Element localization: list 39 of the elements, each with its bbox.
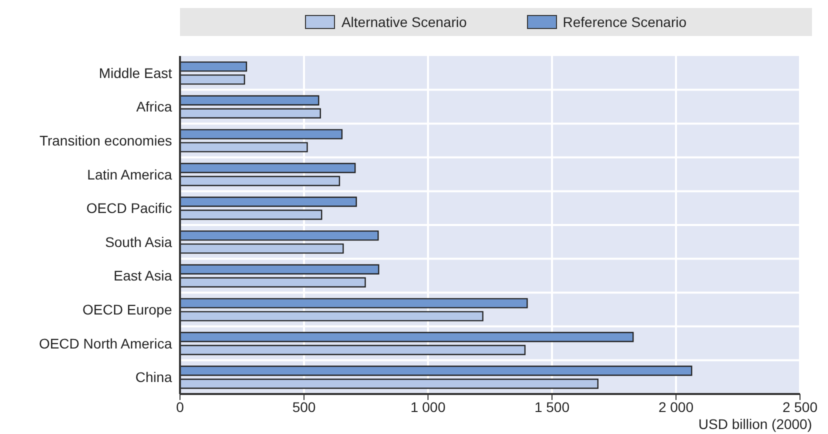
bar (180, 332, 634, 342)
y-tick-label: Latin America (87, 166, 172, 182)
bar (180, 210, 322, 220)
y-tick-label: OECD Europe (82, 301, 172, 318)
x-tick-label: 2 000 (658, 398, 694, 415)
bar (180, 311, 484, 322)
bar (180, 277, 366, 288)
bar (180, 95, 320, 106)
y-tick-label: East Asia (114, 268, 172, 284)
y-tick-label: Transition economies (39, 132, 172, 148)
y-tick-label: South Asia (105, 234, 172, 250)
bar (180, 264, 380, 274)
bar (180, 108, 321, 118)
x-tick-label: 2 500 (782, 398, 818, 415)
bar (180, 298, 528, 308)
y-tick-label: OECD North America (38, 335, 172, 352)
y-tick-label: Middle East (98, 64, 172, 81)
bar (180, 243, 344, 254)
bar (180, 61, 248, 72)
bar (180, 162, 356, 174)
bar (180, 230, 379, 241)
x-axis-title: USD billion (2000) (698, 416, 812, 432)
x-tick-label: 500 (292, 398, 316, 415)
bar (180, 74, 246, 85)
x-tick-label: 1 000 (410, 398, 446, 415)
x-tick-label: 0 (176, 398, 184, 415)
bar (180, 344, 526, 356)
bar (180, 366, 692, 376)
bar (180, 378, 598, 389)
legend-label: Alternative Scenario (340, 14, 467, 30)
bar (180, 176, 340, 186)
bar (180, 196, 357, 207)
y-tick-label: China (135, 369, 172, 386)
bar (180, 142, 308, 152)
y-tick-label: OECD Pacific (86, 200, 172, 216)
bar (180, 129, 343, 140)
y-tick-label: Africa (136, 98, 172, 115)
x-tick-label: 1 500 (534, 398, 570, 415)
legend-label: Reference Scenario (562, 14, 687, 30)
